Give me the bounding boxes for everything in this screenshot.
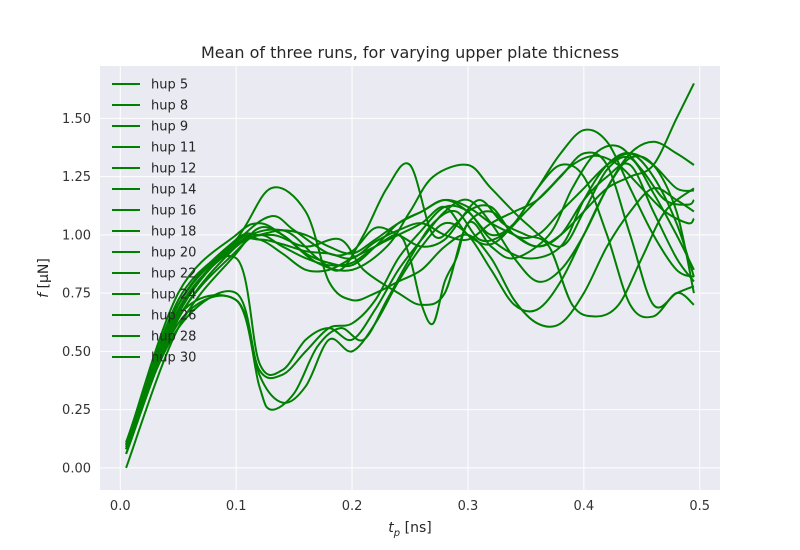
series-line-hup-24 bbox=[125, 162, 695, 450]
grid-lines bbox=[100, 66, 720, 490]
x-tick-label: 0.2 bbox=[342, 499, 363, 514]
x-tick-label: 0.4 bbox=[573, 499, 594, 514]
x-tick-label: 0.1 bbox=[226, 499, 247, 514]
x-tick-labels: 0.0 0.1 0.2 0.3 0.4 0.5 bbox=[110, 499, 710, 514]
legend-label: hup 26 bbox=[151, 309, 196, 324]
y-axis-label: f [μN] bbox=[36, 258, 52, 298]
y-tick-label: 0.00 bbox=[62, 461, 91, 476]
legend-label: hup 28 bbox=[151, 330, 196, 345]
x-axis-label: tp [ns] bbox=[388, 520, 431, 539]
legend-label: hup 20 bbox=[151, 246, 196, 261]
legend: hup 5 hup 8 hup 9 hup 11 hup 12 hup 14 hup 16 h… bbox=[112, 78, 196, 366]
legend-label: hup 30 bbox=[151, 351, 196, 366]
legend-label: hup 8 bbox=[151, 99, 188, 114]
y-tick-labels: 0.00 0.25 0.50 0.75 1.00 1.25 1.50 bbox=[62, 112, 91, 476]
legend-label: hup 24 bbox=[151, 288, 196, 303]
y-tick-label: 0.25 bbox=[62, 403, 91, 418]
x-axis-label-sub: p bbox=[393, 528, 400, 539]
legend-label: hup 14 bbox=[151, 183, 196, 198]
y-axis-label-var: f bbox=[36, 291, 52, 298]
x-axis-label-var: t bbox=[388, 520, 394, 536]
series-line-hup-28 bbox=[125, 162, 695, 448]
y-tick-label: 0.50 bbox=[62, 345, 91, 360]
y-tick-label: 0.75 bbox=[62, 287, 91, 302]
x-tick-label: 0.3 bbox=[458, 499, 479, 514]
x-axis-label-unit: [ns] bbox=[400, 520, 432, 536]
y-tick-label: 1.50 bbox=[62, 112, 91, 127]
x-tick-label: 0.0 bbox=[110, 499, 131, 514]
legend-label: hup 22 bbox=[151, 267, 196, 282]
legend-label: hup 18 bbox=[151, 225, 196, 240]
legend-label: hup 16 bbox=[151, 204, 196, 219]
series-lines bbox=[125, 83, 695, 469]
y-tick-label: 1.00 bbox=[62, 228, 91, 243]
series-line-hup-16 bbox=[125, 152, 695, 448]
x-tick-label: 0.5 bbox=[689, 499, 710, 514]
legend-label: hup 12 bbox=[151, 162, 196, 177]
legend-label: hup 11 bbox=[151, 141, 196, 156]
series-line-hup-5 bbox=[125, 155, 695, 445]
y-tick-label: 1.25 bbox=[62, 170, 91, 185]
legend-label: hup 9 bbox=[151, 120, 188, 135]
legend-label: hup 5 bbox=[151, 78, 188, 93]
series-line-hup-30 bbox=[125, 83, 695, 445]
series-line-hup-18 bbox=[125, 186, 695, 445]
chart-title: Mean of three runs, for varying upper pl… bbox=[201, 43, 619, 62]
y-axis-label-unit: [μN] bbox=[36, 258, 52, 293]
